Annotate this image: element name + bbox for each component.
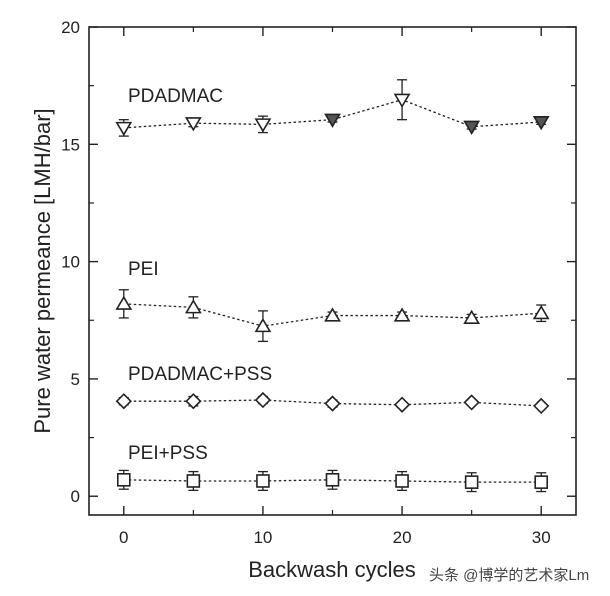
data-point	[115, 121, 133, 137]
x-tick-label: 10	[253, 528, 272, 547]
data-point	[115, 393, 132, 410]
series-2	[115, 391, 550, 415]
x-tick-label: 20	[393, 528, 412, 547]
data-point	[116, 473, 131, 487]
data-point	[393, 396, 411, 413]
data-point	[254, 317, 272, 333]
data-point	[463, 309, 481, 324]
series-label-pdadmac-pss: PDADMAC+PSS	[128, 364, 272, 385]
watermark: 头条 @博学的艺术家Lm	[429, 567, 589, 584]
series-0	[115, 79, 550, 137]
data-point	[186, 474, 201, 488]
series-label-pdadmac: PDADMAC	[128, 86, 223, 107]
data-point	[325, 473, 340, 487]
data-point	[324, 395, 341, 412]
data-point	[324, 307, 341, 322]
axis-ticks: 0 10 20 30 0 5 10 15 20	[61, 18, 576, 547]
data-series	[115, 79, 550, 493]
y-tick-label: 5	[71, 370, 80, 389]
data-point	[395, 474, 409, 488]
data-point	[115, 295, 133, 310]
y-tick-label: 0	[71, 487, 80, 506]
data-point	[184, 117, 202, 132]
data-point	[534, 475, 549, 489]
data-point	[463, 120, 481, 135]
data-point	[256, 474, 270, 488]
x-tick-label: 0	[119, 528, 128, 547]
data-point	[464, 475, 479, 489]
data-point	[532, 115, 550, 131]
data-point	[463, 394, 480, 411]
series-label-pei: PEI	[128, 259, 159, 280]
x-axis-title: Backwash cycles	[248, 557, 416, 582]
series-1	[115, 289, 550, 343]
data-point	[185, 393, 202, 410]
data-point	[254, 118, 272, 133]
y-tick-label: 10	[61, 253, 80, 272]
data-point	[254, 391, 272, 409]
data-point	[532, 305, 550, 320]
y-tick-label: 15	[61, 135, 80, 154]
data-point	[393, 93, 411, 108]
data-point	[324, 113, 341, 128]
data-point	[533, 397, 550, 415]
y-tick-label: 20	[61, 18, 80, 37]
series-label-pei-pss: PEI+PSS	[128, 443, 208, 464]
series-3	[116, 469, 549, 493]
x-tick-label: 30	[532, 528, 551, 547]
data-point	[393, 307, 411, 322]
y-axis-title: Pure water permeance [LMH/bar]	[30, 108, 55, 433]
data-point	[184, 299, 202, 314]
